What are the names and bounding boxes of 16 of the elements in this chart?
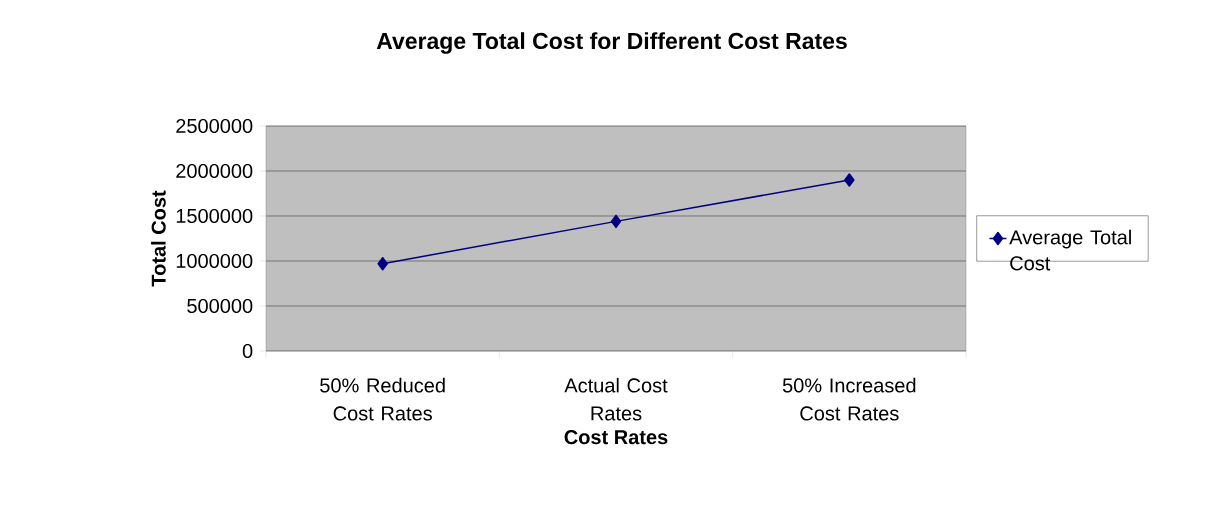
y-tick-label: 1000000 [176,253,253,269]
y-tick-label: 500000 [187,298,253,314]
point [610,214,622,229]
x-tick-label: Actual Cost Rates [564,377,668,421]
chart-title: Average Total Cost for Different Cost Rates [376,32,847,54]
y-tick-label: 2500000 [176,118,253,134]
y-tick-label: 1500000 [176,208,253,224]
x-tick-label: 50% Reduced Cost Rates [320,377,445,421]
point [377,256,388,271]
x-axis-title: Cost Rates [564,430,668,445]
y-tick-label: 0 [242,343,253,359]
legend-label: Average Total Cost [1009,229,1131,271]
x-tick-label: 50% Increased Cost Rates [782,377,916,421]
point [844,173,855,187]
y-tick-label: 2000000 [176,163,253,179]
y-axis-title: Total Cost [151,190,166,287]
